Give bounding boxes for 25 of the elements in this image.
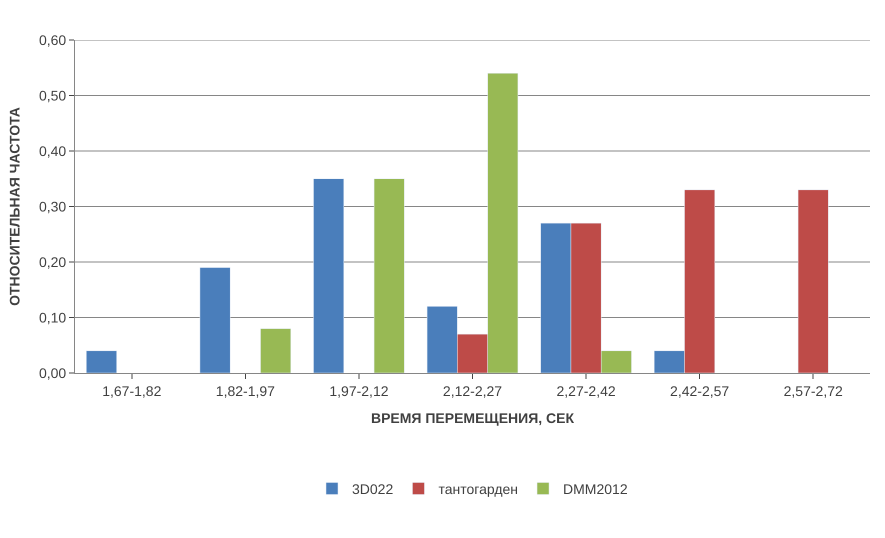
bar bbox=[200, 267, 230, 373]
bar bbox=[798, 190, 829, 373]
x-tick-label: 2,57-2,72 bbox=[784, 382, 843, 399]
legend-label: тантогарден bbox=[438, 480, 518, 497]
y-tick-label: 0,20 bbox=[38, 254, 66, 270]
y-axis-title: ОТНОСИТЕЛЬНАЯ ЧАСТОТА bbox=[6, 107, 23, 306]
x-tick-label: 2,27-2,42 bbox=[556, 382, 616, 399]
bar bbox=[374, 178, 405, 373]
y-tick-label: 0,40 bbox=[38, 142, 66, 159]
y-tick-label: 0,50 bbox=[38, 87, 66, 104]
legend-label: 3D022 bbox=[352, 480, 394, 497]
y-tick-label: 0,00 bbox=[38, 364, 66, 381]
y-tick-label: 0,30 bbox=[38, 198, 66, 214]
legend-label: DMM2012 bbox=[563, 480, 628, 497]
x-tick-label: 1,67-1,82 bbox=[102, 382, 162, 399]
x-tick-label: 1,82-1,97 bbox=[216, 382, 276, 399]
y-tick-label: 0,10 bbox=[38, 309, 66, 326]
x-tick-label: 2,12-2,27 bbox=[442, 382, 502, 399]
y-tick-label: 0,60 bbox=[38, 32, 66, 48]
bar bbox=[313, 178, 344, 373]
x-tick-label: 1,97-2,12 bbox=[329, 382, 389, 399]
x-tick-label: 2,42-2,57 bbox=[670, 382, 730, 399]
x-axis-title: ВРЕМЯ ПЕРЕМЕЩЕНИЯ, СЕК bbox=[370, 410, 574, 426]
bar bbox=[86, 350, 117, 373]
bar bbox=[260, 328, 292, 373]
